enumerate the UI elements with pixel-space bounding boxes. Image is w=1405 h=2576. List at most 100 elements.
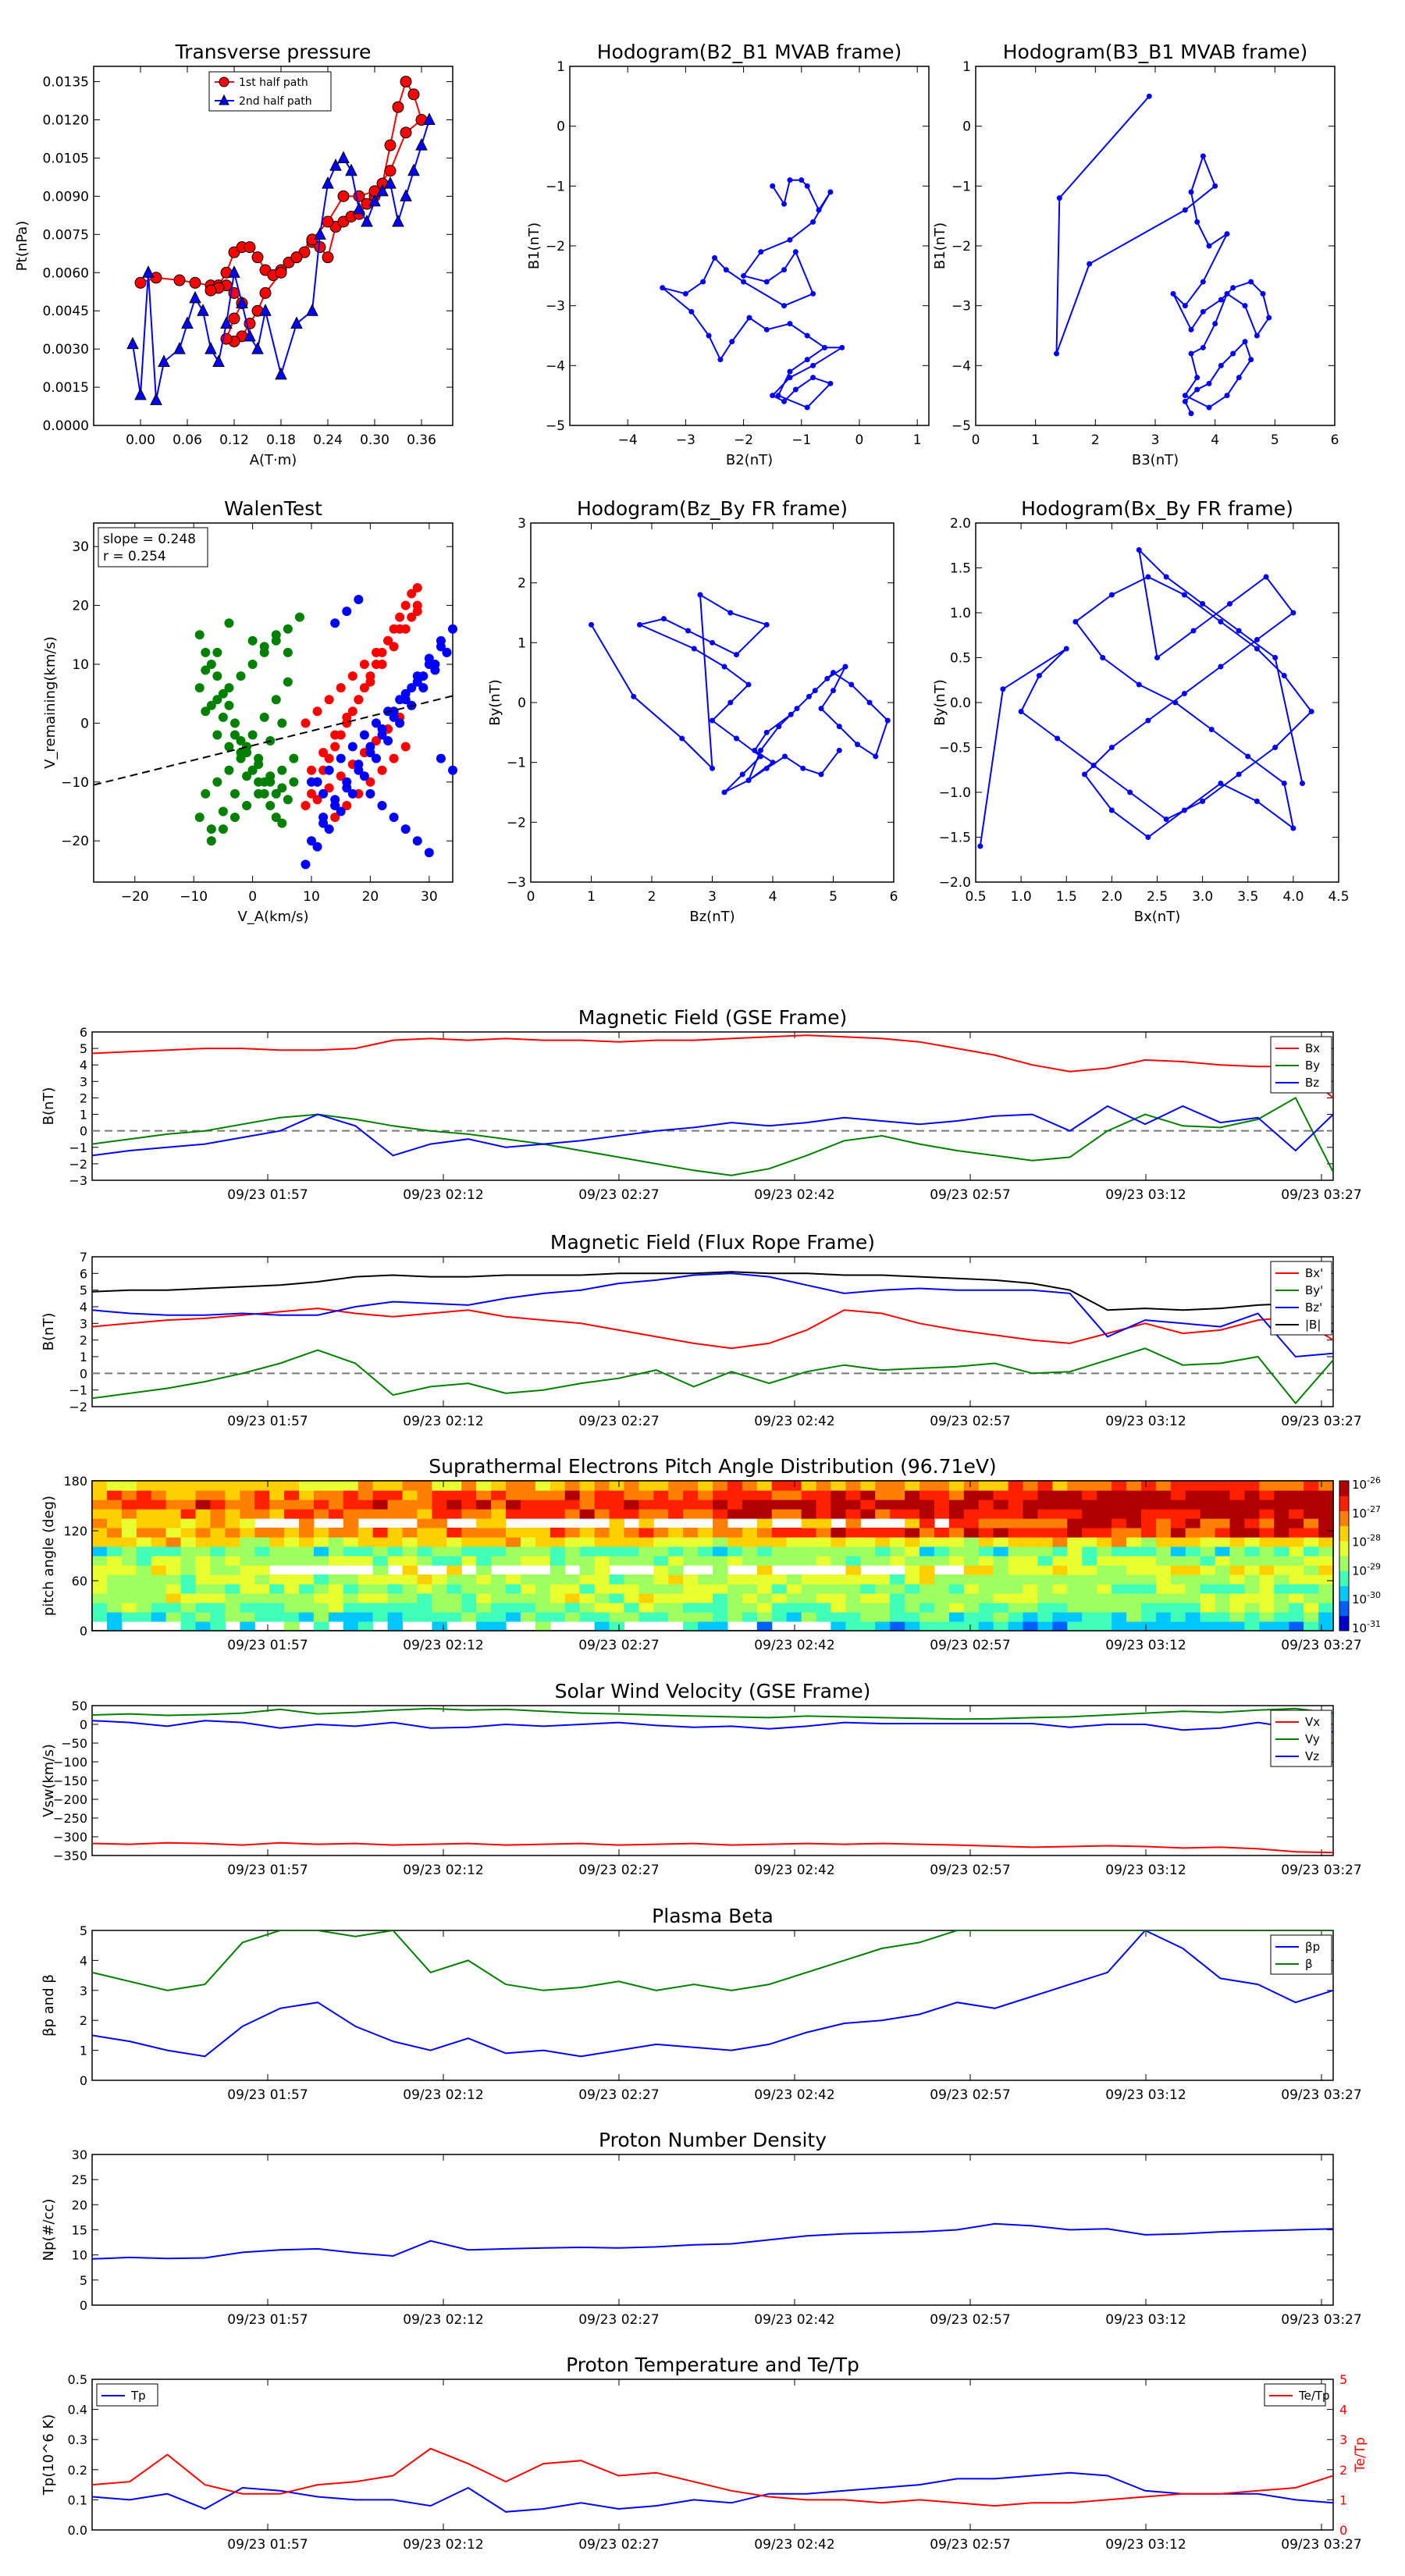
walen-point	[318, 788, 329, 799]
pad-cell	[210, 1556, 226, 1566]
h4-ytick-label: −0.5	[939, 741, 971, 756]
walen-point	[277, 783, 287, 793]
mf_fr-ytick-label: 7	[80, 1250, 87, 1265]
tp-point	[173, 342, 186, 354]
pad-cell	[963, 1537, 980, 1547]
pad-cell	[1304, 1509, 1319, 1519]
pad-xtick-label: 09/23 01:57	[227, 1638, 308, 1653]
pad-cell	[756, 1546, 773, 1557]
pad-cell	[520, 1546, 536, 1557]
pad-cell	[535, 1528, 551, 1538]
pad-cell	[683, 1621, 699, 1631]
pad-cell	[890, 1528, 905, 1538]
h4-ytick-label: 1.0	[950, 606, 971, 621]
pad-cell	[905, 1584, 920, 1594]
pad-cell	[1097, 1584, 1112, 1594]
pad-cell	[299, 1593, 315, 1603]
pad-cell	[993, 1603, 1009, 1613]
pad-cell	[1304, 1556, 1319, 1566]
np-ytick-label: 10	[72, 2248, 87, 2263]
pad-cell	[121, 1528, 137, 1538]
pad-cell	[1097, 1593, 1112, 1603]
pad-cell	[387, 1528, 404, 1538]
pad-cell	[491, 1500, 507, 1510]
pad-cell	[727, 1574, 743, 1585]
pad-cell	[1155, 1556, 1172, 1566]
h1-point	[827, 189, 834, 195]
pad-cell	[328, 1612, 344, 1622]
walen-point	[277, 765, 287, 775]
pad-cell	[520, 1612, 536, 1622]
pad-cell	[756, 1537, 773, 1547]
tp-point	[368, 194, 381, 207]
pad-cell	[180, 1621, 197, 1631]
walen-point	[229, 718, 240, 728]
walen-point	[194, 630, 205, 640]
pad-cell	[136, 1612, 152, 1622]
pad-cell	[1185, 1518, 1201, 1528]
pad-ytick-label: 60	[72, 1574, 87, 1589]
pad-cell	[713, 1490, 728, 1500]
pad-cell	[180, 1537, 197, 1547]
beta-ytick-label: 3	[80, 1984, 87, 1998]
pad-cell	[254, 1574, 270, 1585]
pad-cell	[432, 1537, 447, 1547]
mf_gse-series-line	[92, 1034, 1333, 1099]
pad-cell	[136, 1556, 152, 1566]
pad-cell	[121, 1612, 137, 1622]
pad-cell	[698, 1537, 713, 1547]
pad-cell	[594, 1537, 610, 1547]
pad-cell	[1037, 1584, 1053, 1594]
mf_gse-series	[92, 1034, 1333, 1099]
pad-cell	[491, 1509, 507, 1519]
h1-point	[804, 404, 810, 411]
pad-cell	[875, 1537, 891, 1547]
pad-cell	[831, 1621, 846, 1631]
pad-cell	[535, 1546, 551, 1557]
h4-point	[977, 843, 984, 849]
h4-xtick-label: 2.0	[1101, 889, 1122, 905]
h2-point	[1188, 411, 1194, 417]
pad-cell	[698, 1593, 713, 1603]
pad-cell	[225, 1565, 240, 1575]
mf_fr-series-line	[92, 1271, 1333, 1332]
h1-ytick-label: −3	[546, 299, 565, 315]
pad-cell	[875, 1546, 891, 1557]
mf_gse-series-line	[92, 1097, 1333, 1176]
pad-cell	[668, 1565, 684, 1575]
pad-cell	[919, 1490, 935, 1500]
pad-cell	[1289, 1565, 1304, 1575]
pad-cell	[269, 1528, 285, 1538]
pad-cell	[963, 1593, 980, 1603]
h1-point	[781, 267, 788, 273]
pad-cell	[978, 1593, 994, 1603]
mf_gse-xtick-label: 09/23 02:57	[930, 1187, 1010, 1203]
walen-point	[201, 665, 211, 675]
pad-cell	[742, 1556, 758, 1566]
pad-cell	[1304, 1574, 1319, 1585]
pad-cell	[978, 1612, 994, 1622]
pad-cell	[993, 1481, 1009, 1491]
beta-ytick-label: 2	[80, 2013, 87, 2028]
h2-xtick-label: 5	[1271, 432, 1279, 448]
pad-cell	[1229, 1603, 1245, 1613]
h4-point	[1108, 807, 1115, 813]
beta-frame	[91, 1930, 1334, 2081]
walen-point	[307, 777, 317, 787]
tp-point	[392, 101, 404, 113]
pad-cell	[299, 1518, 315, 1528]
walen-point	[289, 777, 299, 787]
pad-cell	[742, 1546, 758, 1557]
h1-xtick-label: −4	[618, 432, 638, 448]
pad-cell	[357, 1490, 374, 1500]
tp-ytick-label: 0.0060	[43, 265, 89, 281]
pad-cell	[963, 1621, 980, 1631]
walen-point	[312, 795, 322, 805]
h4-xtick-label: 2.5	[1147, 889, 1168, 905]
pad-cell	[1259, 1546, 1275, 1557]
tp-ytick-label: 0.0075	[43, 227, 89, 243]
pad-ylabel: pitch angle (deg)	[41, 1496, 57, 1616]
tp2-ytick-label: 0.4	[68, 2403, 87, 2418]
pad-cell	[446, 1546, 462, 1557]
